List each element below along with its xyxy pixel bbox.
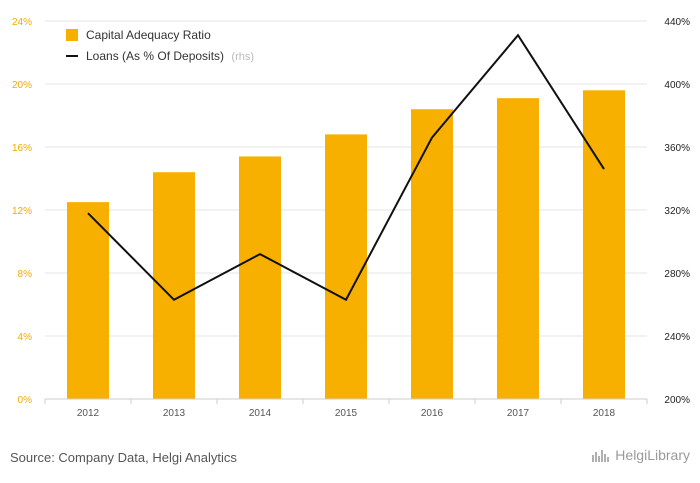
y-right-tick-label: 320% xyxy=(664,206,690,217)
axes: 0% 4% 8% 12% 16% 20% 24% 200% 240% 280% 320% 360% 40… xyxy=(12,17,690,419)
x-tick-label: 2016 xyxy=(421,408,444,419)
y-right-tick-label: 400% xyxy=(664,80,690,91)
x-tick-label: 2018 xyxy=(593,408,616,419)
y-right-tick-label: 280% xyxy=(664,269,690,280)
legend-swatch-bar xyxy=(66,29,78,41)
y-right-tick-label: 440% xyxy=(664,17,690,28)
bar-2016 xyxy=(411,109,453,399)
x-tick-label: 2015 xyxy=(335,408,358,419)
y-left-tick-label: 8% xyxy=(18,269,33,280)
legend-label-bar: Capital Adequacy Ratio xyxy=(86,28,211,42)
bar-2017 xyxy=(497,98,539,400)
library-icon xyxy=(592,450,610,462)
source-note: Source: Company Data, Helgi Analytics xyxy=(10,450,237,465)
y-left-tick-label: 16% xyxy=(12,143,32,154)
x-tick-label: 2017 xyxy=(507,408,530,419)
y-right-tick-label: 360% xyxy=(664,143,690,154)
y-left-tick-label: 12% xyxy=(12,206,32,217)
combo-chart: 0% 4% 8% 12% 16% 20% 24% 200% 240% 280% 320% 360% 40… xyxy=(12,17,690,419)
legend: Capital Adequacy Ratio Loans (As % Of De… xyxy=(66,28,254,63)
x-tick-label: 2013 xyxy=(163,408,186,419)
x-tick-label: 2012 xyxy=(77,408,100,419)
x-tick-label: 2014 xyxy=(249,408,272,419)
y-left-tick-label: 0% xyxy=(18,395,33,406)
bar-2018 xyxy=(583,90,625,400)
bar-2014 xyxy=(239,156,281,399)
bar-2012 xyxy=(67,202,109,399)
loans-line xyxy=(87,33,605,302)
brand-logo: HelgiLibrary xyxy=(591,447,690,463)
bar-2015 xyxy=(325,134,367,399)
bar-series xyxy=(67,90,625,400)
legend-label-line-suffix: (rhs) xyxy=(231,51,254,63)
brand-name: HelgiLibrary xyxy=(615,447,690,463)
y-left-tick-label: 24% xyxy=(12,17,32,28)
y-left-tick-label: 4% xyxy=(18,332,33,343)
y-right-tick-label: 200% xyxy=(664,395,690,406)
y-left-tick-label: 20% xyxy=(12,80,32,91)
legend-label-line: Loans (As % Of Deposits) (rhs) xyxy=(86,49,254,63)
legend-label-line-name: Loans (As % Of Deposits) xyxy=(86,49,224,63)
line-series xyxy=(87,33,605,302)
y-right-tick-label: 240% xyxy=(664,332,690,343)
